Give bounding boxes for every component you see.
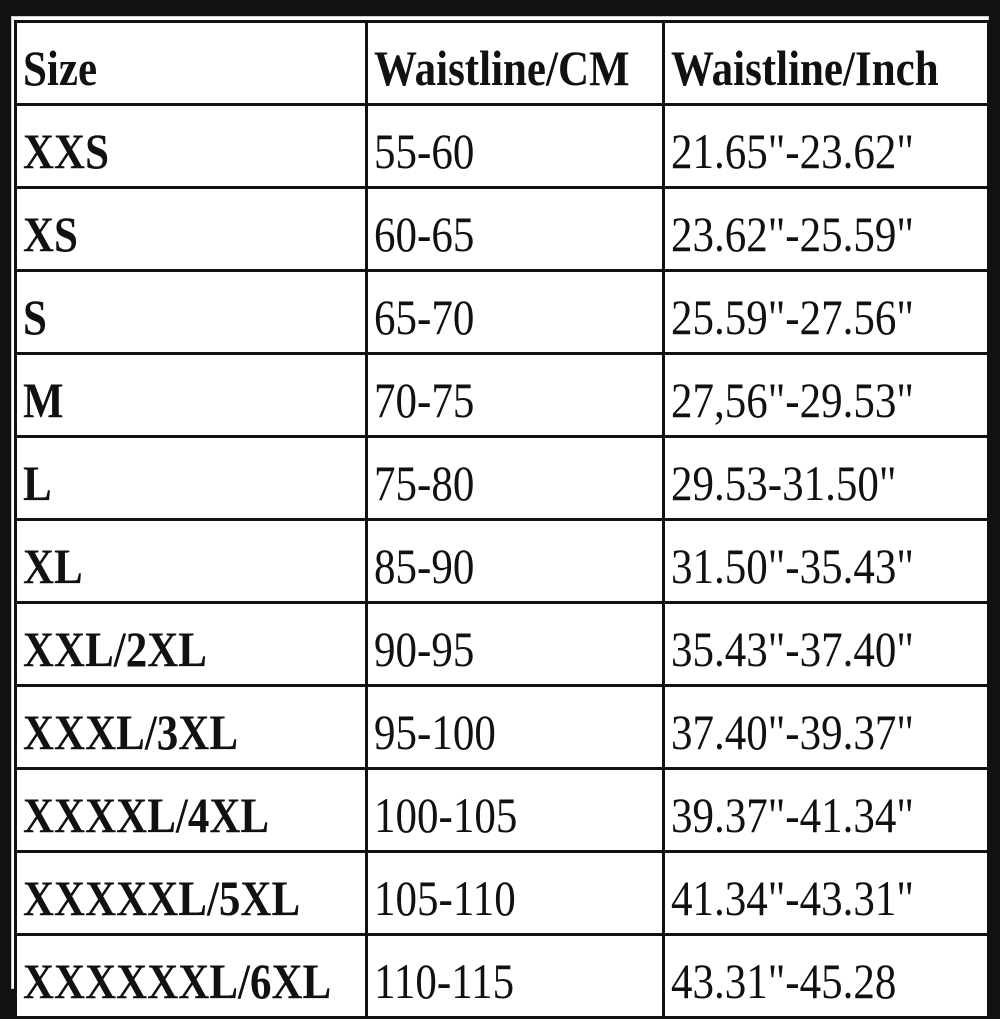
size-cell: XXXXXL/5XL <box>23 870 301 926</box>
size-cell: S <box>23 289 47 345</box>
table-row: XXXXXL/5XL 105-110 41.34"-43.31" <box>14 850 990 936</box>
table-cell: 25.59"-27.56" <box>662 269 990 355</box>
table-cell: 29.53-31.50" <box>662 435 990 521</box>
size-cell: M <box>23 372 64 428</box>
waistline-cm-cell: 65-70 <box>374 289 475 345</box>
size-cell: L <box>23 455 52 511</box>
waistline-cm-cell: 90-95 <box>374 621 475 677</box>
size-cell: XXL/2XL <box>23 621 207 677</box>
size-cell: XXXL/3XL <box>23 704 239 760</box>
table-cell: 95-100 <box>365 684 665 770</box>
table-cell: 65-70 <box>365 269 665 355</box>
waistline-cm-cell: 85-90 <box>374 538 475 594</box>
table-cell: M <box>14 352 368 438</box>
waistline-cm-cell: 100-105 <box>374 787 518 843</box>
table-cell: XXXL/3XL <box>14 684 368 770</box>
table-cell: S <box>14 269 368 355</box>
header-size: Size <box>23 40 98 96</box>
waistline-cm-cell: 60-65 <box>374 206 475 262</box>
table-row: L 75-80 29.53-31.50" <box>14 435 990 521</box>
table-cell: 39.37"-41.34" <box>662 767 990 853</box>
waistline-inch-cell: 39.37"-41.34" <box>671 787 914 843</box>
table-cell: 41.34"-43.31" <box>662 850 990 936</box>
table-row: XS 60-65 23.62"-25.59" <box>14 186 990 272</box>
header-cell: Waistline/Inch <box>662 20 990 106</box>
table-cell: XXXXXXL/6XL <box>14 933 368 1019</box>
table-cell: XS <box>14 186 368 272</box>
header-waistline-inch: Waistline/Inch <box>671 40 939 96</box>
table-row: XXXL/3XL 95-100 37.40"-39.37" <box>14 684 990 770</box>
table-row: XXXXL/4XL 100-105 39.37"-41.34" <box>14 767 990 853</box>
table-cell: 37.40"-39.37" <box>662 684 990 770</box>
header-row: Size Waistline/CM Waistline/Inch <box>14 20 990 106</box>
size-chart-table: Size Waistline/CM Waistline/Inch XXS 55-6… <box>14 20 990 1019</box>
table-cell: 70-75 <box>365 352 665 438</box>
waistline-inch-cell: 29.53-31.50" <box>671 455 897 511</box>
waistline-inch-cell: 23.62"-25.59" <box>671 206 914 262</box>
header-cell: Size <box>14 20 368 106</box>
table-cell: 85-90 <box>365 518 665 604</box>
table-cell: 55-60 <box>365 103 665 189</box>
table-cell: 21.65"-23.62" <box>662 103 990 189</box>
waistline-cm-cell: 55-60 <box>374 123 475 179</box>
table-cell: L <box>14 435 368 521</box>
table-cell: XXXXL/4XL <box>14 767 368 853</box>
waistline-cm-cell: 105-110 <box>374 870 516 926</box>
table-cell: 23.62"-25.59" <box>662 186 990 272</box>
waistline-inch-cell: 43.31"-45.28 <box>671 953 897 1009</box>
table-row: XXL/2XL 90-95 35.43"-37.40" <box>14 601 990 687</box>
size-cell: XXXXXXL/6XL <box>23 953 332 1009</box>
size-cell: XXS <box>23 123 110 179</box>
size-cell: XS <box>23 206 78 262</box>
table-row: XXS 55-60 21.65"-23.62" <box>14 103 990 189</box>
table-cell: 35.43"-37.40" <box>662 601 990 687</box>
table-cell: 75-80 <box>365 435 665 521</box>
waistline-inch-cell: 25.59"-27.56" <box>671 289 914 345</box>
table-cell: 31.50"-35.43" <box>662 518 990 604</box>
waistline-inch-cell: 41.34"-43.31" <box>671 870 914 926</box>
waistline-inch-cell: 27,56"-29.53" <box>671 372 914 428</box>
waistline-cm-cell: 75-80 <box>374 455 475 511</box>
table-cell: XXL/2XL <box>14 601 368 687</box>
table-cell: 43.31"-45.28 <box>662 933 990 1019</box>
table-cell: XXS <box>14 103 368 189</box>
size-cell: XL <box>23 538 83 594</box>
table-cell: 100-105 <box>365 767 665 853</box>
header-waistline-cm: Waistline/CM <box>374 40 630 96</box>
table-cell: XL <box>14 518 368 604</box>
table-row: M 70-75 27,56"-29.53" <box>14 352 990 438</box>
table-cell: 27,56"-29.53" <box>662 352 990 438</box>
size-cell: XXXXL/4XL <box>23 787 270 843</box>
table-cell: 90-95 <box>365 601 665 687</box>
header-cell: Waistline/CM <box>365 20 665 106</box>
waistline-inch-cell: 35.43"-37.40" <box>671 621 914 677</box>
table-cell: 60-65 <box>365 186 665 272</box>
waistline-cm-cell: 95-100 <box>374 704 496 760</box>
waistline-inch-cell: 37.40"-39.37" <box>671 704 914 760</box>
waistline-cm-cell: 110-115 <box>374 953 515 1009</box>
waistline-inch-cell: 31.50"-35.43" <box>671 538 914 594</box>
table-row: XXXXXXL/6XL 110-115 43.31"-45.28 <box>14 933 990 1019</box>
waistline-inch-cell: 21.65"-23.62" <box>671 123 914 179</box>
table-cell: 110-115 <box>365 933 665 1019</box>
table-row: S 65-70 25.59"-27.56" <box>14 269 990 355</box>
table-cell: 105-110 <box>365 850 665 936</box>
table-row: XL 85-90 31.50"-35.43" <box>14 518 990 604</box>
table-cell: XXXXXL/5XL <box>14 850 368 936</box>
waistline-cm-cell: 70-75 <box>374 372 475 428</box>
